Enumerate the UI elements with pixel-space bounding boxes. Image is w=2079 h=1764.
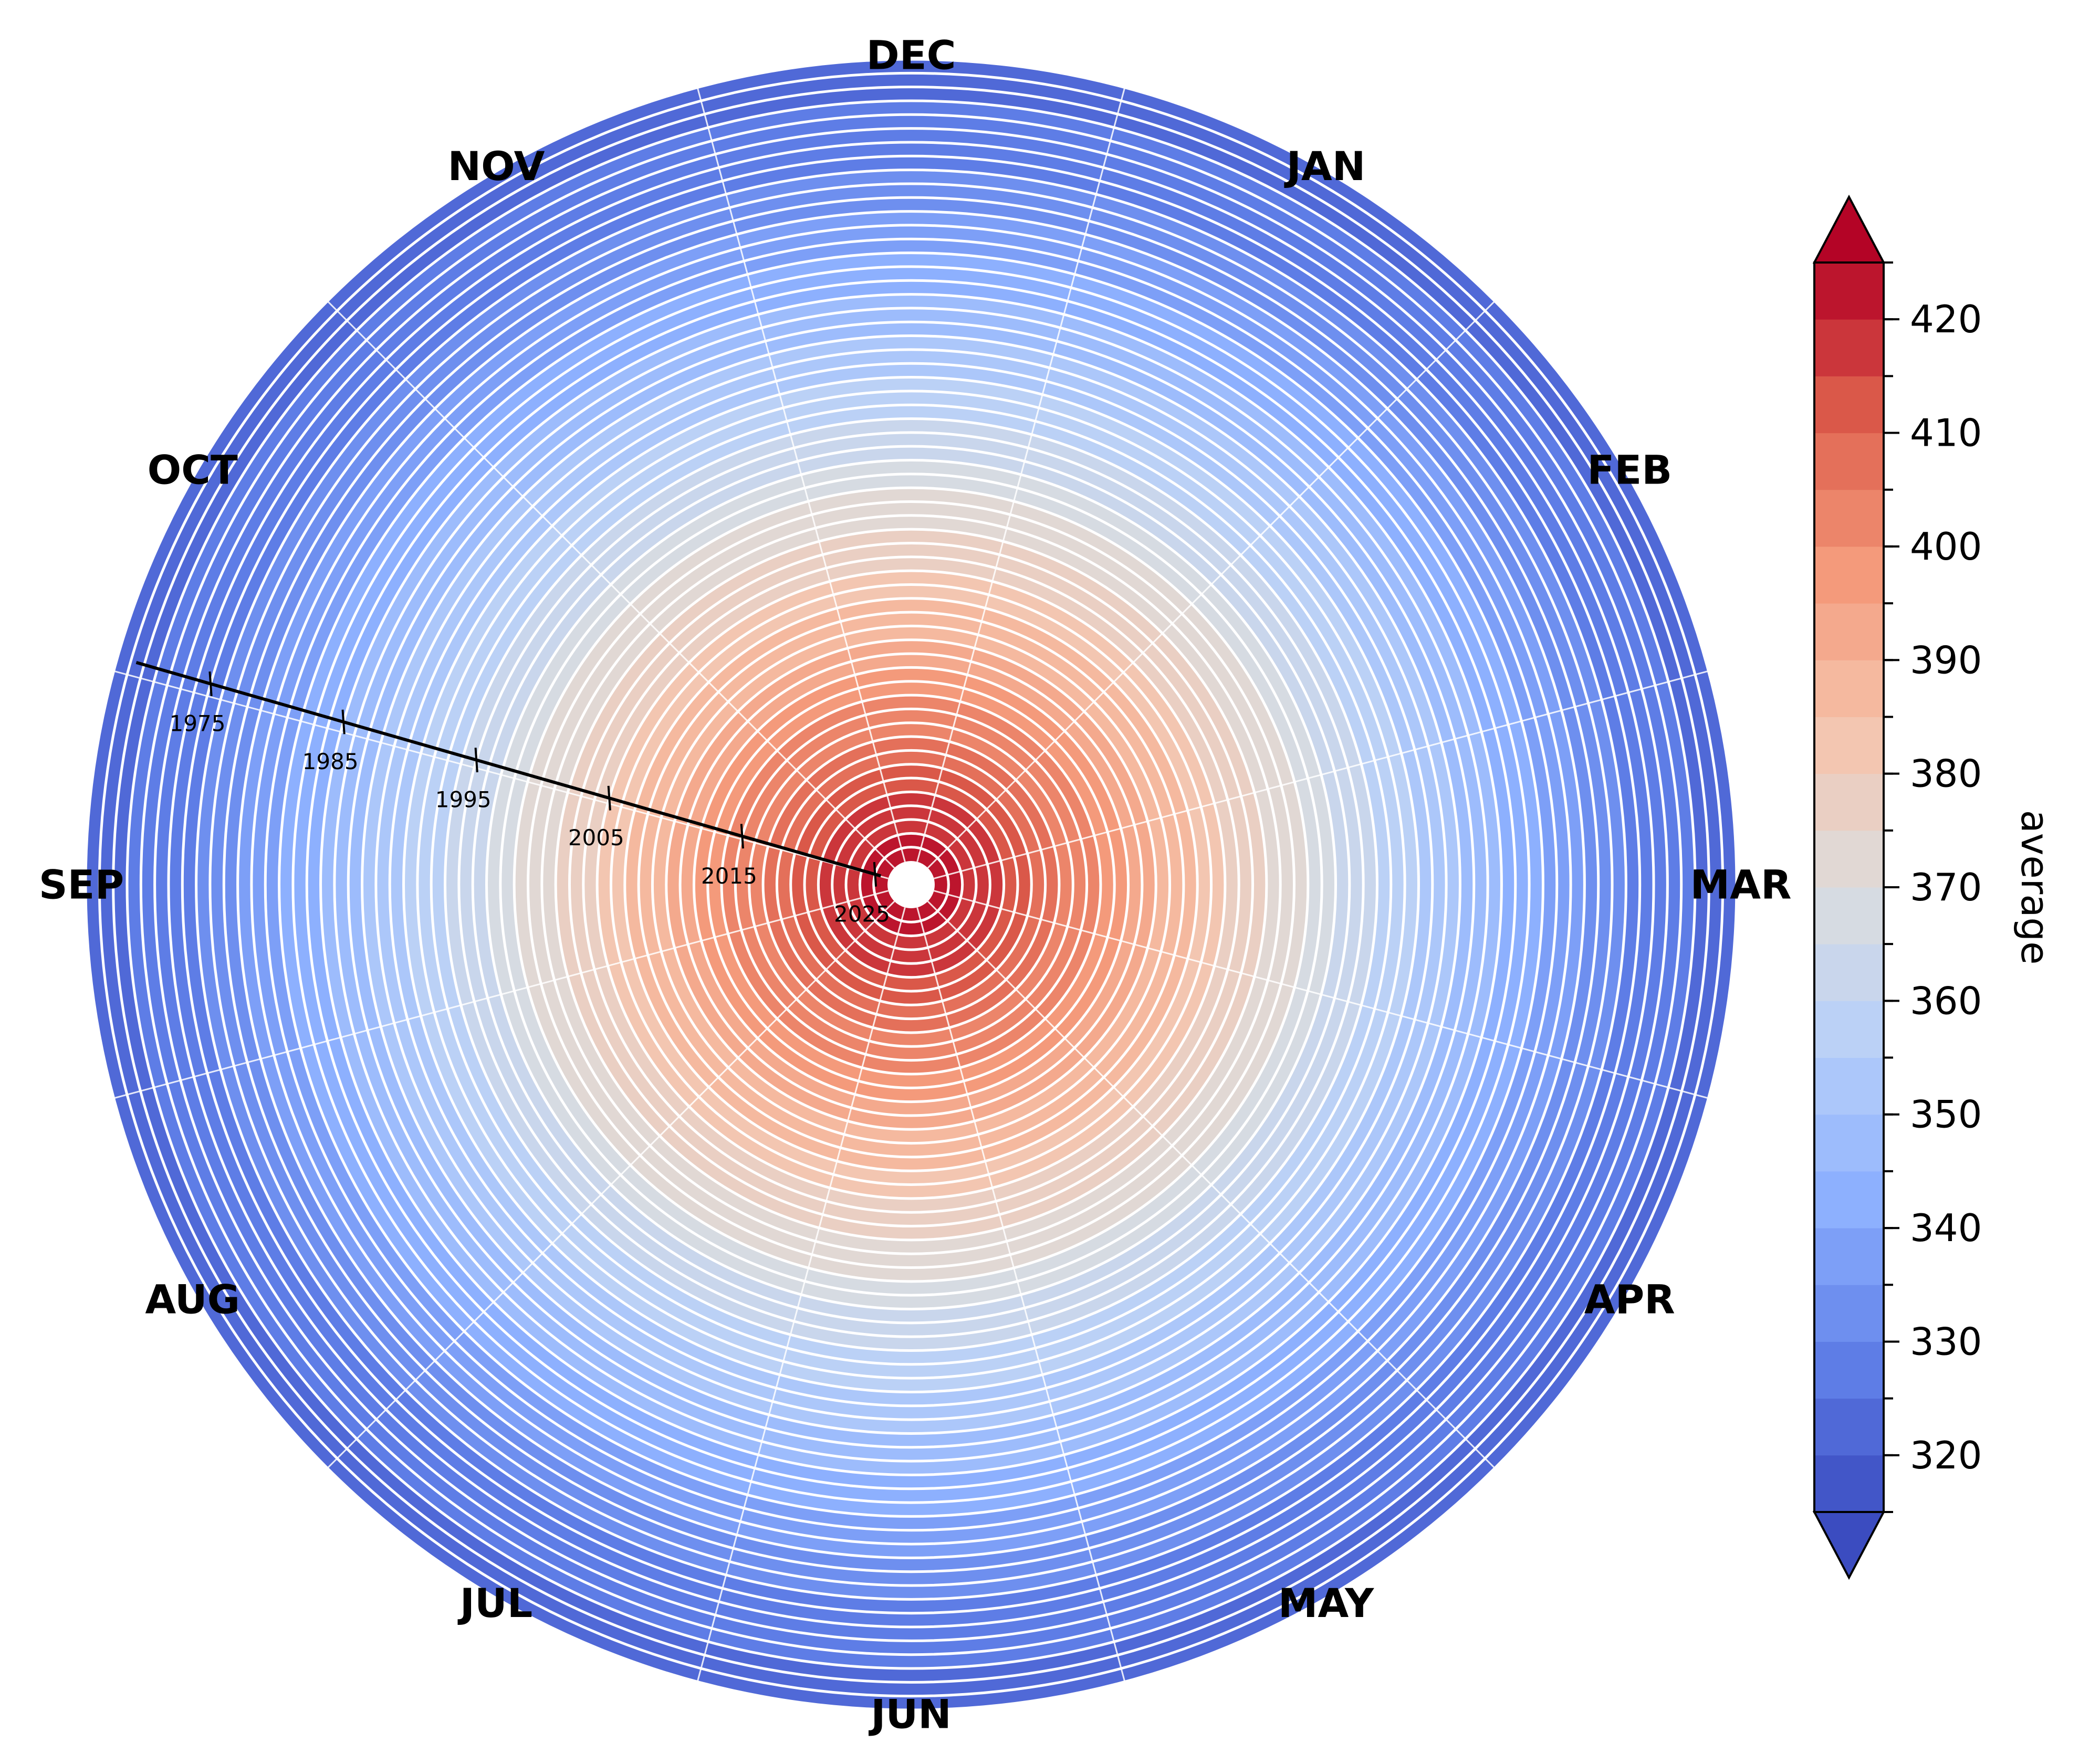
colorbar-level — [1814, 887, 1884, 944]
month-gridlines — [113, 87, 1709, 1682]
colorbar-title: average — [2013, 810, 2057, 965]
colorbar-level — [1814, 546, 1884, 604]
year-tick — [208, 671, 213, 696]
month-gridline — [934, 890, 1709, 1099]
month-label-nov: NOV — [448, 143, 545, 190]
colorbar-level — [1814, 1001, 1884, 1058]
year-tick — [873, 862, 877, 887]
month-label-dec: DEC — [866, 32, 956, 79]
month-label-feb: FEB — [1587, 447, 1672, 494]
colorbar-tick-label: 370 — [1910, 865, 1982, 909]
month-gridline — [916, 87, 1126, 862]
month-label-aug: AUG — [145, 1276, 240, 1323]
month-label-apr: APR — [1584, 1276, 1675, 1323]
month-gridline — [113, 890, 889, 1099]
colorbar-level — [1814, 319, 1884, 376]
month-gridline — [927, 900, 1496, 1469]
month-label-jun: JUN — [868, 1691, 952, 1738]
year-tick — [740, 824, 744, 849]
colorbar-tick-label: 330 — [1910, 1319, 1982, 1363]
colorbar-level — [1814, 773, 1884, 831]
year-tick-label: 2025 — [834, 901, 890, 927]
colorbar-level — [1814, 489, 1884, 547]
colorbar-tick-label: 390 — [1910, 638, 1982, 682]
colorbar-level — [1814, 376, 1884, 434]
year-tick-label: 1995 — [435, 787, 492, 813]
colorbar: 320 330 340 350 360 370 380 390 400 410 420 average — [1812, 194, 2057, 1580]
month-gridline — [934, 670, 1709, 879]
month-label-may: MAY — [1278, 1580, 1374, 1626]
colorbar-level — [1814, 1285, 1884, 1342]
year-axis-line — [135, 661, 882, 878]
month-label-jul: JUL — [457, 1580, 532, 1626]
colorbar-level — [1814, 603, 1884, 660]
colorbar-level — [1814, 1341, 1884, 1399]
colorbar-level — [1814, 1057, 1884, 1115]
year-tick — [607, 785, 611, 811]
colorbar-tick-label: 350 — [1910, 1093, 1982, 1137]
month-label-sep: SEP — [39, 862, 124, 908]
colorbar-level — [1814, 1114, 1884, 1172]
month-label-oct: OCT — [148, 447, 238, 494]
month-gridline — [696, 87, 906, 862]
colorbar-level — [1814, 660, 1884, 717]
colorbar-level — [1814, 433, 1884, 490]
month-gridline — [696, 907, 906, 1682]
colorbar-tick-label: 360 — [1910, 979, 1982, 1023]
month-gridline — [927, 300, 1496, 869]
colorbar-level — [1814, 1398, 1884, 1456]
center-hole — [887, 861, 935, 908]
year-axis: 1975 1985 1995 2005 2015 2025 — [135, 661, 890, 927]
colorbar-level — [1814, 830, 1884, 888]
colorbar-level — [1814, 944, 1884, 1001]
month-gridline — [113, 670, 889, 879]
year-tick-label: 2015 — [701, 863, 757, 889]
year-tick-label: 2005 — [568, 825, 624, 850]
year-tick-label: 1985 — [302, 749, 359, 774]
colorbar-level — [1814, 1455, 1884, 1513]
month-label-mar: MAR — [1690, 862, 1792, 908]
colorbar-tick-label: 340 — [1910, 1206, 1982, 1250]
colorbar-tick-label: 400 — [1910, 524, 1982, 569]
month-label-jan: JAN — [1284, 143, 1366, 190]
colorbar-tick-label: 320 — [1910, 1433, 1982, 1477]
month-gridline — [327, 300, 895, 869]
month-gridline — [327, 900, 895, 1469]
year-tick — [474, 748, 478, 773]
colorbar-extend-upper — [1812, 194, 1886, 264]
year-tick — [341, 709, 346, 734]
colorbar-tick-label: 420 — [1910, 297, 1982, 341]
colorbar-level — [1814, 717, 1884, 774]
colorbar-level — [1814, 262, 1884, 320]
colorbar-level — [1814, 1171, 1884, 1228]
year-tick-label: 1975 — [170, 710, 226, 736]
colorbar-tick-label: 410 — [1910, 411, 1982, 455]
colorbar-tick-label: 380 — [1910, 752, 1982, 796]
month-gridline — [916, 907, 1126, 1682]
colorbar-level — [1814, 1228, 1884, 1285]
month-labels: DEC JAN FEB MAR APR MAY JUN JUL AUG SEP OCT NOV — [39, 32, 1792, 1738]
colorbar-extend-lower — [1812, 1511, 1886, 1580]
